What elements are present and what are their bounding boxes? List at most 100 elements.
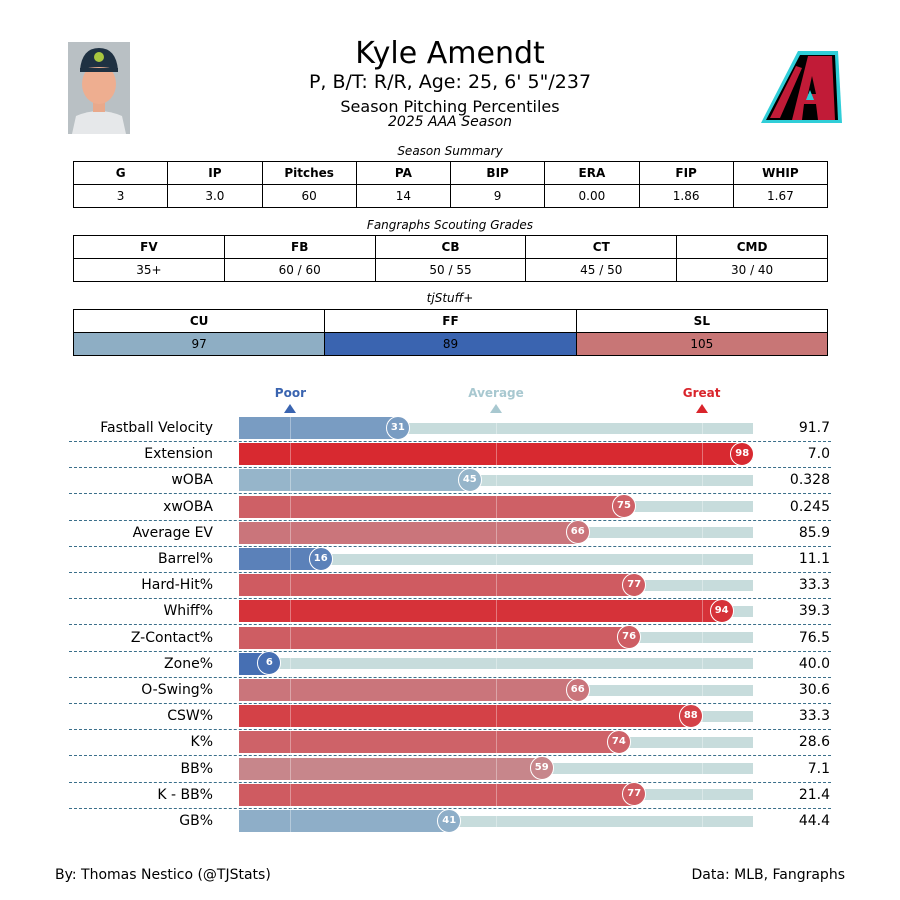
tjstuff-value: 89 bbox=[324, 332, 577, 356]
stat-label: Z-Contact% bbox=[130, 629, 213, 646]
summary-value: 3.0 bbox=[167, 184, 263, 208]
summary-value: 60 bbox=[261, 184, 357, 208]
percentile-bar bbox=[239, 705, 692, 728]
summary-value: 1.67 bbox=[732, 184, 829, 208]
percentile-bar bbox=[239, 443, 743, 466]
summary-value: 14 bbox=[355, 184, 452, 208]
summary-value: 0.00 bbox=[544, 184, 640, 208]
stat-value: 7.0 bbox=[807, 446, 830, 463]
percentile-bar bbox=[239, 600, 723, 623]
percentile-dot: 77 bbox=[622, 572, 647, 597]
scouting-header: CMD bbox=[676, 235, 828, 259]
row-separator bbox=[69, 598, 831, 600]
percentile-bar bbox=[239, 574, 635, 597]
row-separator bbox=[69, 781, 831, 783]
player-info: P, B/T: R/R, Age: 25, 6' 5"/237 bbox=[308, 71, 592, 93]
row-separator bbox=[69, 703, 831, 704]
stat-label: K - BB% bbox=[157, 786, 213, 803]
percentile-dot: 76 bbox=[617, 625, 642, 650]
percentile-dot: 45 bbox=[457, 467, 482, 492]
grid-line bbox=[701, 416, 703, 833]
scale-marker-average: Average bbox=[456, 386, 536, 413]
percentile-bar bbox=[239, 679, 579, 701]
stat-value: 33.3 bbox=[798, 708, 830, 725]
row-separator bbox=[69, 807, 831, 809]
percentile-bar bbox=[239, 417, 399, 439]
stat-label: O-Swing% bbox=[141, 682, 213, 698]
season-summary-caption: Season Summary bbox=[397, 144, 503, 158]
summary-header: WHIP bbox=[732, 161, 829, 185]
percentile-track bbox=[239, 422, 753, 434]
percentile-dot: 74 bbox=[606, 729, 631, 754]
stat-label: wOBA bbox=[171, 472, 213, 489]
percentile-dot: 88 bbox=[678, 703, 703, 728]
tjstuff-value: 105 bbox=[575, 332, 829, 356]
stat-label: Fastball Velocity bbox=[100, 420, 213, 436]
stat-label: Whiff% bbox=[163, 603, 213, 620]
summary-header: PA bbox=[355, 161, 452, 185]
percentile-dot: 16 bbox=[308, 546, 333, 571]
tjstuff-table: CU FF SL 97 89 105 bbox=[72, 309, 829, 356]
stat-label: GB% bbox=[179, 813, 213, 829]
percentile-track bbox=[239, 815, 753, 827]
percentile-track bbox=[239, 553, 753, 565]
grid-line bbox=[496, 416, 497, 833]
team-logo bbox=[756, 46, 848, 128]
stat-value: 91.7 bbox=[798, 420, 830, 436]
stat-value: 21.4 bbox=[798, 786, 830, 803]
summary-header: IP bbox=[167, 161, 263, 185]
summary-header: ERA bbox=[544, 161, 640, 185]
scouting-value: 35+ bbox=[73, 258, 225, 282]
row-separator bbox=[69, 572, 831, 573]
tjstuff-caption: tjStuff+ bbox=[426, 291, 474, 305]
percentile-bar bbox=[239, 521, 579, 544]
summary-header: BIP bbox=[449, 161, 546, 185]
percentile-dot: 94 bbox=[709, 598, 734, 623]
tjstuff-value: 97 bbox=[72, 332, 326, 356]
percentile-bar bbox=[239, 810, 450, 832]
row-separator bbox=[69, 755, 831, 757]
percentile-dot: 66 bbox=[565, 677, 590, 702]
row-separator bbox=[69, 545, 831, 547]
percentile-dot: 75 bbox=[612, 494, 636, 519]
summary-value: 1.86 bbox=[638, 184, 734, 208]
percentile-dot: 31 bbox=[385, 415, 410, 440]
player-headshot bbox=[68, 42, 130, 134]
stat-value: 39.3 bbox=[798, 603, 830, 620]
scale-marker-poor: Poor bbox=[250, 386, 330, 413]
triangle-marker-icon bbox=[490, 404, 502, 413]
stat-value: 30.6 bbox=[798, 682, 830, 698]
chart-description: Season Pitching Percentiles bbox=[340, 97, 560, 116]
percentile-dot: 59 bbox=[529, 756, 554, 781]
row-separator bbox=[69, 467, 831, 469]
stat-value: 40.0 bbox=[798, 655, 830, 672]
scouting-value: 30 / 40 bbox=[676, 258, 828, 282]
stat-label: Barrel% bbox=[158, 551, 213, 567]
stat-label: Hard-Hit% bbox=[141, 577, 213, 594]
stat-label: CSW% bbox=[167, 708, 213, 725]
scouting-value: 45 / 50 bbox=[525, 258, 678, 282]
stat-label: xwOBA bbox=[163, 498, 213, 515]
stat-label: K% bbox=[190, 734, 213, 751]
percentile-dot: 77 bbox=[622, 782, 647, 807]
stat-label: Zone% bbox=[164, 655, 213, 672]
scale-marker-label: Poor bbox=[274, 386, 306, 400]
percentile-track bbox=[239, 474, 753, 486]
grid-line bbox=[290, 416, 292, 833]
triangle-marker-icon bbox=[695, 404, 708, 413]
percentile-bar bbox=[239, 548, 322, 570]
row-separator bbox=[69, 493, 831, 495]
player-name: Kyle Amendt bbox=[355, 36, 545, 71]
stat-value: 44.4 bbox=[798, 813, 830, 829]
stat-value: 33.3 bbox=[798, 577, 830, 594]
scouting-value: 50 / 55 bbox=[374, 258, 527, 282]
stat-value: 7.1 bbox=[807, 760, 830, 777]
summary-header: FIP bbox=[638, 161, 734, 185]
row-separator bbox=[69, 676, 831, 678]
scale-marker-great: Great bbox=[662, 386, 742, 413]
percentile-dot: 98 bbox=[730, 441, 755, 466]
percentile-bar bbox=[239, 469, 471, 492]
summary-value: 3 bbox=[72, 184, 169, 208]
stat-value: 76.5 bbox=[798, 629, 830, 646]
row-separator bbox=[69, 650, 831, 652]
